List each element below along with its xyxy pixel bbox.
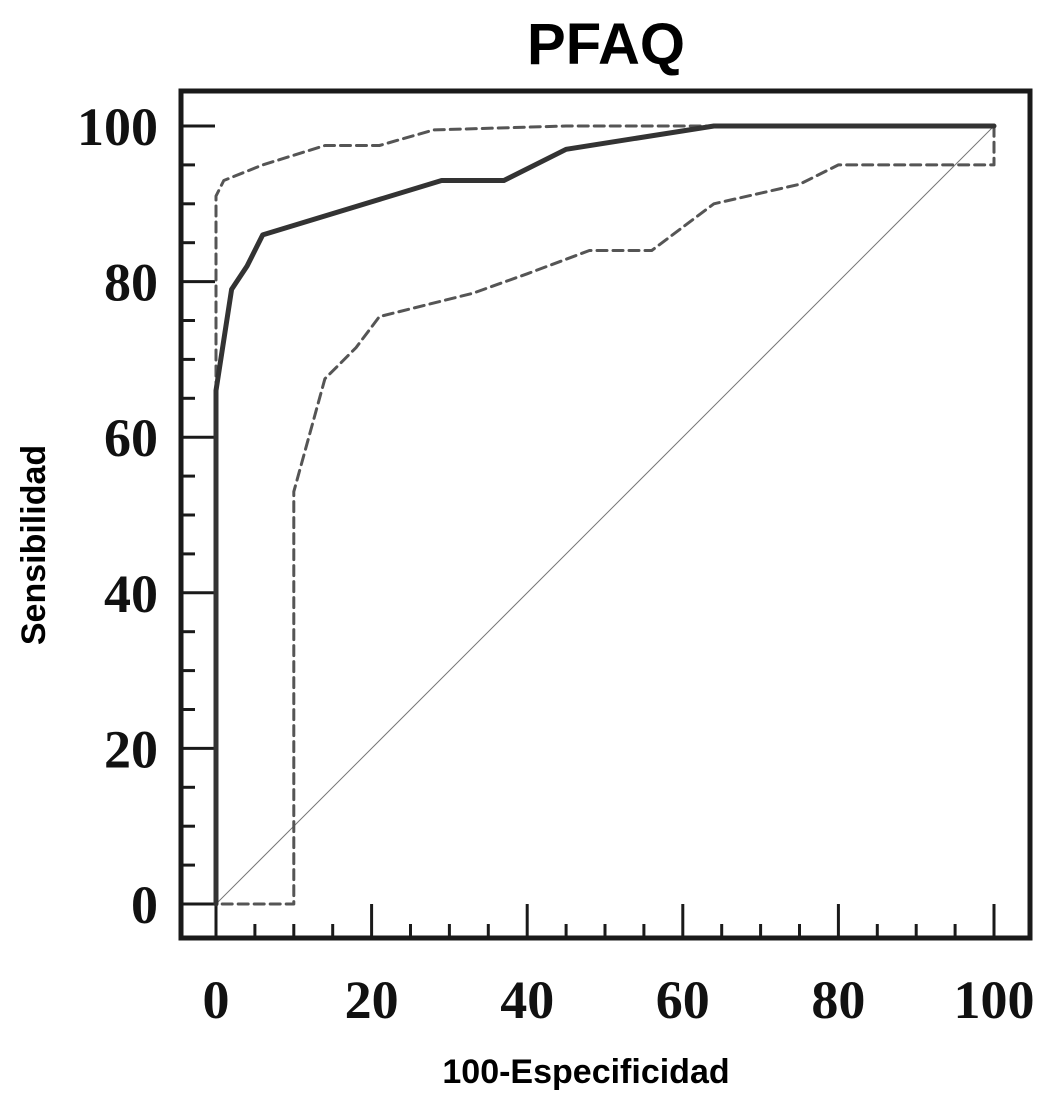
- x-tick-label: 20: [345, 970, 399, 1030]
- y-tick-label: 20: [104, 719, 158, 779]
- x-tick-label: 100: [954, 970, 1035, 1030]
- y-tick-label: 0: [131, 875, 158, 935]
- x-axis-label: 100-Especificidad: [442, 1053, 729, 1091]
- chart-title: PFAQ: [527, 12, 685, 77]
- tick-marks: [181, 124, 996, 938]
- y-tick-label: 40: [104, 564, 158, 624]
- diagonal-reference-line: [215, 125, 995, 905]
- roc-curve-line: [213, 123, 997, 907]
- y-axis-label: Sensibilidad: [15, 445, 53, 645]
- y-tick-label: 80: [104, 253, 158, 313]
- x-tick-label: 80: [811, 970, 865, 1030]
- x-tick-label: 60: [656, 970, 710, 1030]
- x-tick-label: 40: [500, 970, 554, 1030]
- y-tick-label: 100: [77, 97, 158, 157]
- tick-labels: 0 20 40 60 80 100 0 20 40 60 80 100: [77, 97, 1035, 1030]
- x-tick-label: 0: [203, 970, 230, 1030]
- series-layer: [213, 123, 997, 907]
- confidence-interval-line: [214, 124, 996, 906]
- y-tick-label: 60: [104, 408, 158, 468]
